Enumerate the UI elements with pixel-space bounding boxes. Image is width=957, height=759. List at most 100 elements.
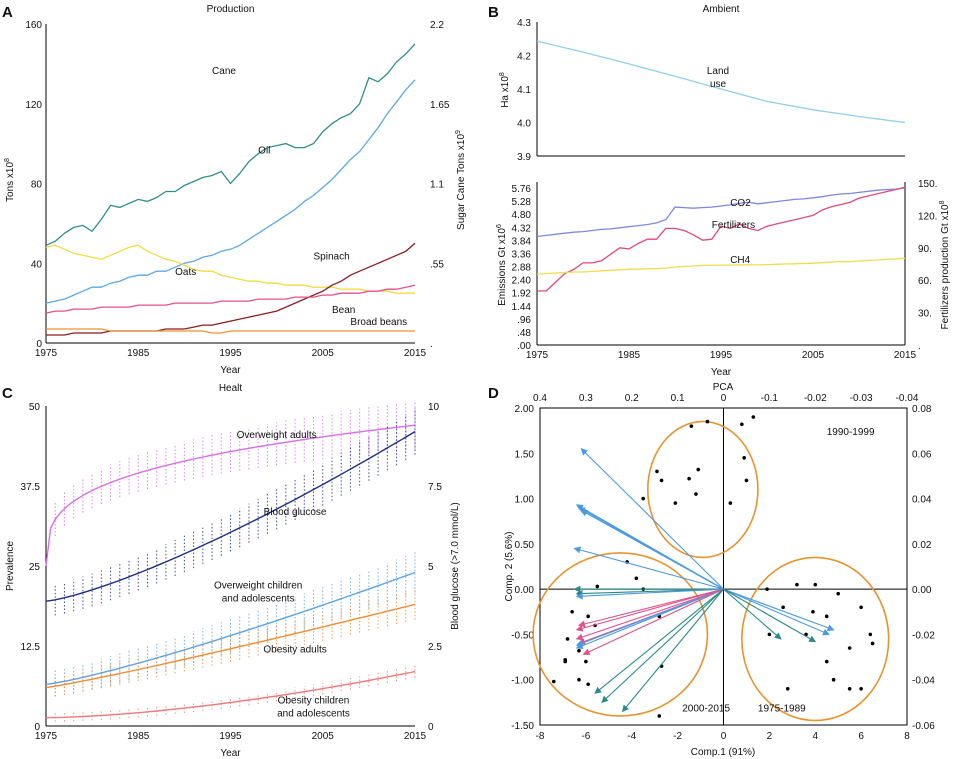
panel-c-series-overweight_adults-line [45,424,416,567]
panel-b-x-axis-label: Year [711,367,732,378]
panel-b-bottom-y2-tick-label: 150. [918,179,937,190]
panel-c-x-tick-label: 2015 [404,731,427,742]
panel-d-y2-tick-label: 0.04 [912,495,932,506]
panel-d-y-tick-label: -1.50 [511,721,534,732]
panel-d-group-1-score-point [586,682,590,687]
panel-a-series-spinach-line [46,242,416,336]
panel-d-group-2-score-point [765,587,769,591]
panel-c-series-overweight_adults-label: Overweight adults [237,430,317,441]
panel-d-group-0-score-point [659,478,664,483]
panel-d-group-1-score-point [563,659,568,664]
panel-d-group-1-ellipse [532,552,709,717]
panel-d-group-0-score-point [687,476,691,481]
panel-d-pca-chart: PCA -8 -6 -4 -2 0 2 4 6 8 -1.50 -1.00 -0.50 0.00 0.50 1… [504,382,935,758]
panel-d-loading-arrow [601,588,724,704]
panel-d-x2-tick-label: -0.1 [761,393,779,404]
panel-d-x-tick-label: 2 [767,731,773,742]
panel-d-group-1-score-point [577,648,581,653]
panel-d-x-tick-label: 6 [858,731,864,742]
panel-d-loading-arrow [575,588,724,600]
panel-a-x-tick-label: 2015 [404,348,427,359]
panel-c-y-tick-label: 37.5 [21,482,41,493]
panel-d-loading-arrow [621,588,724,713]
panel-a-y2-tick-label: . [430,339,433,350]
panel-d-group-0-score-point [694,492,698,496]
panel-d-loading-arrow [578,588,724,628]
panel-c-series-ow_children-label-line2: and adolescents [222,593,295,604]
panel-b-bottom-y-tick-label: 3.84 [512,236,532,247]
panel-d-x-tick-label: -8 [536,731,545,742]
panel-a-series-cane-line [45,43,416,246]
panel-c-series-ob_children-label-line1: Obesity children [278,696,350,707]
panel-b-bottom-y-tick-label: .00 [517,341,531,352]
panel-b-series-ch4-label: CH4 [730,255,750,266]
panel-b-top-y-tick-label: 4.3 [517,18,531,29]
panel-d-x-tick-label: -4 [627,731,636,742]
panel-b-bottom-y2-tick-label: 30. [918,309,932,320]
panel-d-loading-arrow [582,588,724,655]
panel-a-series-oil-label: Oil [258,146,270,157]
panel-d-x2-tick-label: -0.02 [804,393,827,404]
panel-d-group-1-score-point [586,614,590,619]
panel-b-bottom-y2-axis-label-exponent: 8 [939,200,946,204]
panel-d-group-2-score-point [781,605,785,610]
panel-d-group-2-label: 1975-1989 [758,703,806,714]
panel-d-group-0-label: 1990-1999 [827,427,875,438]
panel-d-y-tick-label: 0.50 [515,540,535,551]
panel-d-group-0-score-point [705,419,710,424]
panel-d-x-axis-label: Comp.1 (91%) [691,747,755,758]
panel-d-group-0-score-point [655,469,659,474]
panel-a-y-axis-label-main: Tons x10 [5,162,16,202]
panel-d-group-2-score-point [824,659,829,664]
panel-a-x-tick-label: 1995 [219,348,242,359]
panel-a-series-oats-label: Oats [175,267,196,278]
panel-b-bottom-y-axis-label-main: Emissions Gt x10 [497,228,508,306]
panel-a-y2-axis-label-main: Sugar Cane Tons x10 [456,134,467,230]
panel-c-series-ob_children-line [45,670,416,719]
panel-a-series-broad_beans-line [46,328,415,334]
panel-b-bottom-y2-tick-label: 60. [918,276,932,287]
panel-c-x-tick-label: 1985 [127,731,150,742]
panel-a-series-spinach-label: Spinach [314,251,350,262]
panel-b-top-y-tick-label: 4.0 [517,119,531,130]
panel-d-group-1-score-point [570,609,574,614]
panel-d-loading-arrow [580,509,724,590]
panel-d-y2-tick-label: 0.08 [912,404,932,415]
panel-a-y-tick-label: 80 [31,180,43,191]
panel-d-x2-tick-label: 0.4 [533,393,547,404]
panel-a-x-axis-label: Year [220,365,241,376]
panel-b-bottom-y-tick-label: 3.36 [512,249,532,260]
panel-d-x-tick-label: 4 [812,731,818,742]
panel-d-group-1-score-point [634,576,639,581]
panel-d-group-2-score-point [847,686,852,691]
panel-d-y2-tick-label: 0.00 [912,585,932,596]
panel-d-group-2-score-point [767,632,772,637]
panel-d-x2-tick-label: 0.3 [579,393,593,404]
panel-d-group-2-score-point [824,614,829,619]
panel-b-x-tick-label: 1975 [526,350,549,361]
panel-c-series-ow_children-line [45,571,416,686]
panel-d-y-tick-label: 2.00 [515,404,535,415]
panel-d-group-1-score-point [551,679,556,684]
panel-b-series-land-line [536,40,906,124]
panel-a-x-tick-label: 1985 [127,348,150,359]
panel-d-group-1-score-point [565,637,570,641]
panel-d-x-tick-label: 0 [721,731,727,742]
panel-b-series-fert-label: Fertilizers [712,220,755,231]
panel-d-group-0-score-point [728,501,733,505]
panel-d-group-2-score-point [831,677,836,682]
panel-d-group-0-score-point [751,415,756,419]
panel-a-letter: A [2,4,13,21]
panel-d-x2-tick-label: 0.1 [671,393,685,404]
panel-a-production-chart: Production 0 40 80 120 160. .55 1.1 1.65 2.2 1975 1… [4,4,467,376]
panel-a-y2-tick-label: 1.1 [430,180,444,191]
panel-d-x2-tick-label: -0.04 [896,393,919,404]
panel-d-group-0-score-point [742,456,746,460]
panel-c-y2-tick-label: 5 [428,562,434,573]
panel-d-y-tick-label: -1.00 [511,676,534,687]
panel-c-y-tick-label: 0 [34,722,40,733]
panel-d-x2-tick-label: 0.2 [625,393,639,404]
panel-b-bottom-y-tick-label: 5.76 [512,184,532,195]
panel-b-bottom-y2-axis-label-main: Fertilizers production Gt x10 [940,204,951,329]
panel-c-x-tick-label: 2005 [312,731,335,742]
